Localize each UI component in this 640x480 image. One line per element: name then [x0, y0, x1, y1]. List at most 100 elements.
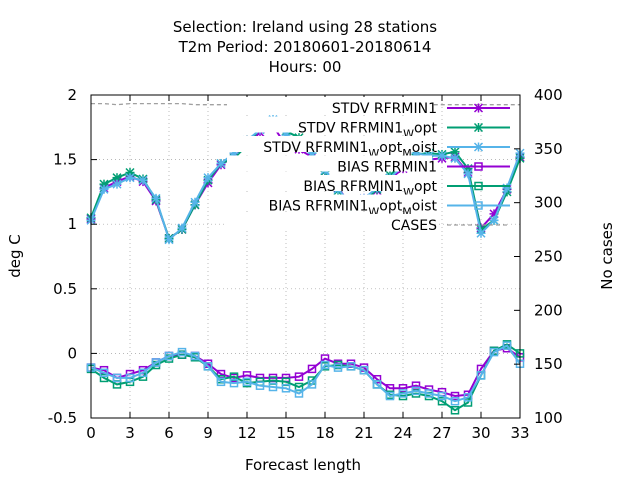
series-6	[91, 102, 520, 107]
data-point	[268, 382, 278, 392]
data-point	[216, 158, 226, 169]
y-tick-label: -0.5	[48, 409, 77, 427]
data-point	[125, 173, 135, 183]
y2-tick-label: 200	[534, 301, 563, 319]
series-layer	[86, 102, 525, 415]
legend-marker	[474, 162, 483, 171]
data-point	[320, 360, 330, 370]
y-tick-label: 1	[67, 215, 77, 233]
legend-label-main: STDV RFRMIN1	[298, 121, 403, 137]
legend-text-bg	[227, 136, 432, 152]
y-axis-label: deg C	[6, 234, 24, 278]
data-point	[190, 197, 200, 207]
data-point	[164, 351, 174, 361]
data-point	[294, 389, 304, 398]
data-point	[281, 384, 291, 393]
series-line	[90, 344, 521, 403]
chart-title: Selection: Ireland using 28 stations T2m …	[173, 18, 437, 76]
legend-label-sub: W	[368, 206, 379, 219]
y2-tick-label: 150	[534, 355, 563, 373]
data-point	[229, 378, 239, 388]
legend-label: BIAS RFRMIN1WoptMoist	[269, 199, 438, 219]
legend-label-sub: W	[403, 128, 414, 141]
data-point	[177, 347, 187, 357]
legend-label-sub: W	[403, 186, 414, 199]
data-point	[489, 347, 499, 357]
legend-text-bg	[227, 155, 432, 172]
legend-label-main: STDV RFRMIN1	[332, 101, 437, 117]
data-point	[463, 398, 473, 407]
x-tick-label: 3	[125, 424, 135, 442]
data-point	[359, 365, 369, 375]
x-tick-label: 6	[164, 424, 174, 442]
data-point	[216, 369, 226, 379]
y-tick-label: 2	[67, 86, 77, 104]
data-point	[255, 381, 265, 390]
legend-marker	[473, 142, 484, 152]
legend-text-bg	[227, 116, 432, 133]
data-point	[164, 235, 174, 245]
data-point	[99, 368, 109, 378]
legend-text-bg	[227, 214, 432, 230]
legend-label-suffix: opt	[414, 121, 437, 137]
data-point	[99, 373, 109, 383]
data-point	[203, 173, 213, 183]
y-tick-label: 0.5	[53, 280, 77, 298]
data-point	[437, 396, 447, 406]
series-3	[86, 343, 525, 401]
x-tick-label: 18	[315, 424, 334, 442]
axis-ticks: 0 3 6 9 12 15 18 21 24 27 30 33 -0.5 0 0.5 1 1.5 2 100 150 2…	[48, 86, 563, 442]
data-point	[450, 391, 460, 401]
data-point	[476, 228, 486, 238]
data-point	[138, 175, 148, 185]
data-point	[190, 351, 200, 361]
x-tick-label: 9	[203, 424, 213, 442]
legend-marker	[473, 103, 484, 113]
x-tick-label: 12	[237, 424, 256, 442]
data-point	[463, 393, 473, 402]
data-point	[177, 223, 187, 233]
legend-label-suffix: oist	[412, 199, 438, 215]
legend-text-bg	[227, 97, 432, 113]
data-point	[385, 391, 395, 401]
x-tick-label: 33	[510, 424, 529, 442]
x-tick-label: 27	[432, 424, 451, 442]
x-tick-label: 21	[354, 424, 373, 442]
data-point	[411, 381, 421, 390]
legend-label-main: BIAS RFRMIN1	[303, 179, 403, 195]
data-point	[450, 396, 460, 406]
data-point	[372, 380, 382, 389]
data-point	[112, 179, 122, 189]
data-point	[203, 362, 213, 371]
legend-label-suffix: opt	[379, 199, 402, 215]
legend-label: BIAS RFRMIN1Wopt	[303, 179, 437, 199]
data-point	[502, 341, 512, 350]
y2-tick-label: 100	[534, 409, 563, 427]
data-point	[138, 368, 148, 378]
data-point	[307, 380, 317, 389]
data-point	[450, 405, 460, 415]
legend-label-main: BIAS RFRMIN1	[269, 199, 369, 215]
data-point	[476, 371, 486, 380]
title-line: T2m Period: 20180601-20180614	[178, 38, 432, 56]
y2-tick-label: 250	[534, 248, 563, 266]
data-point	[346, 362, 356, 371]
data-point	[99, 184, 109, 194]
title-line: Hours: 00	[269, 58, 342, 76]
legend-label: STDV RFRMIN1	[332, 101, 437, 117]
series-5	[86, 341, 525, 406]
data-point	[437, 391, 447, 401]
x-tick-label: 0	[86, 424, 96, 442]
data-point	[151, 358, 161, 367]
data-point	[502, 183, 512, 193]
data-point	[333, 363, 343, 372]
legend-entry: BIAS RFRMIN1WoptMoist	[227, 194, 510, 219]
y2-axis-label: No cases	[598, 222, 616, 290]
legend-text-bg	[227, 194, 432, 211]
data-point	[216, 377, 226, 387]
data-point	[424, 389, 434, 398]
legend-entry: BIAS RFRMIN1	[227, 155, 510, 176]
series-line	[90, 343, 521, 412]
legend-label-sub: M	[402, 147, 412, 160]
